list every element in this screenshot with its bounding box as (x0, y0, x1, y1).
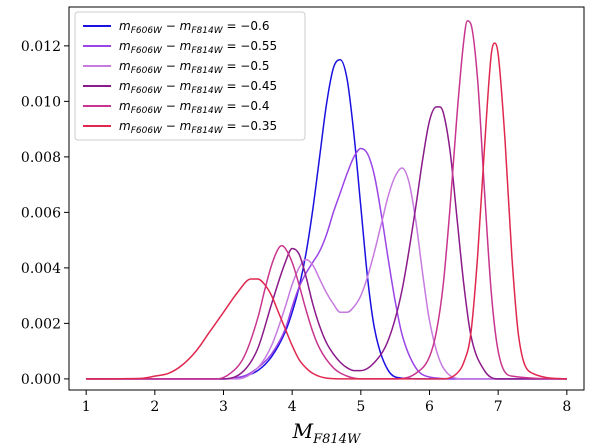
x-tick-label: 3 (219, 399, 228, 415)
legend-label-4: mF606W − mF814W = −0.45 (119, 79, 277, 96)
legend-label-5: mF606W − mF814W = −0.4 (119, 99, 269, 116)
legend-label-6: mF606W − mF814W = −0.35 (119, 119, 277, 136)
legend: mF606W − mF814W = −0.6 mF606W − mF814W = … (74, 11, 306, 141)
y-tick-label: 0.000 (21, 372, 61, 388)
legend-box (74, 11, 306, 141)
y-tick-label: 0.010 (21, 94, 61, 110)
x-tick-label: 5 (356, 399, 365, 415)
x-tick-label: 2 (150, 399, 159, 415)
x-tick-label: 7 (494, 399, 503, 415)
series-line-1 (86, 58, 567, 380)
series-line-2 (86, 147, 567, 380)
series-line-4 (86, 106, 567, 380)
x-tick-label: 1 (82, 399, 91, 415)
x-tick-label: 6 (425, 399, 434, 415)
x-axis-label-main: M (292, 419, 314, 443)
legend-label-1: mF606W − mF814W = −0.6 (119, 19, 269, 36)
x-axis-ticks: 1 2 3 4 5 6 7 8 (82, 390, 571, 415)
y-tick-label: 0.004 (21, 261, 61, 277)
y-tick-label: 0.006 (21, 205, 61, 221)
x-axis-label: MF814W (292, 419, 362, 444)
x-tick-label: 4 (288, 399, 297, 415)
y-tick-label: 0.002 (21, 316, 61, 332)
legend-label-3: mF606W − mF814W = −0.5 (119, 59, 269, 76)
x-axis-label-sub: F814W (312, 432, 362, 444)
y-tick-label: 0.012 (21, 39, 61, 55)
series-lines (86, 20, 567, 380)
series-line-3 (86, 167, 567, 380)
y-axis-ticks: 0.000 0.002 0.004 0.006 0.008 0.010 0.012 (21, 39, 69, 388)
legend-label-2: mF606W − mF814W = −0.55 (119, 39, 277, 56)
y-tick-label: 0.008 (21, 150, 61, 166)
series-line-6 (86, 42, 567, 380)
plot-frame (68, 6, 585, 391)
x-tick-label: 8 (562, 399, 571, 415)
